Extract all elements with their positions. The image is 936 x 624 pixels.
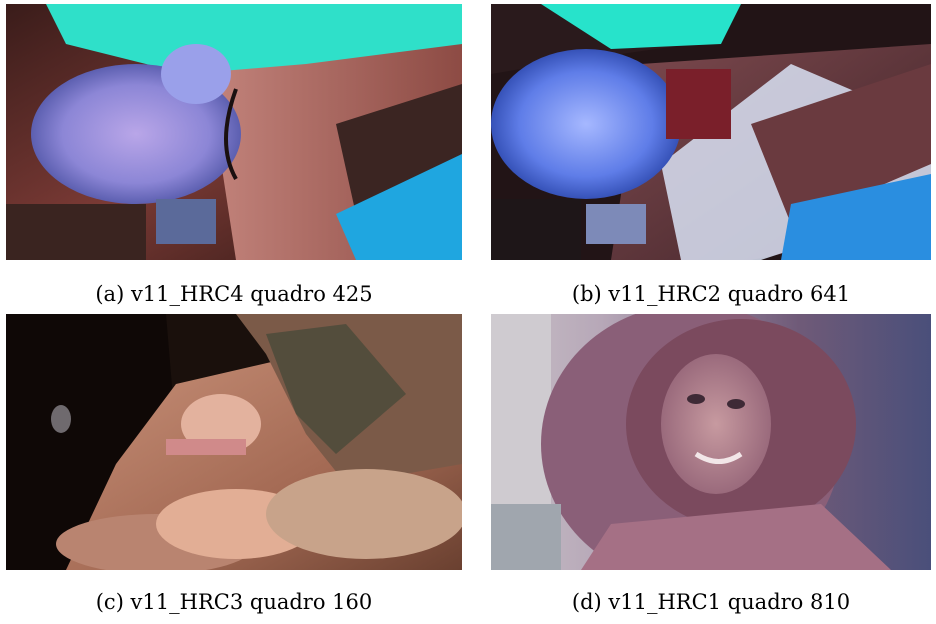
figure-d-image	[491, 314, 931, 570]
figure-a-image	[6, 4, 462, 260]
figure-b-image	[491, 4, 931, 260]
figure-c-caption: (c) v11_HRC3 quadro 160	[95, 590, 373, 614]
figure-c-image	[6, 314, 462, 570]
figure-b-caption: (b) v11_HRC2 quadro 641	[571, 282, 851, 306]
figure-a-caption: (a) v11_HRC4 quadro 425	[95, 282, 373, 306]
figure-d-caption: (d) v11_HRC1 quadro 810	[571, 590, 851, 614]
